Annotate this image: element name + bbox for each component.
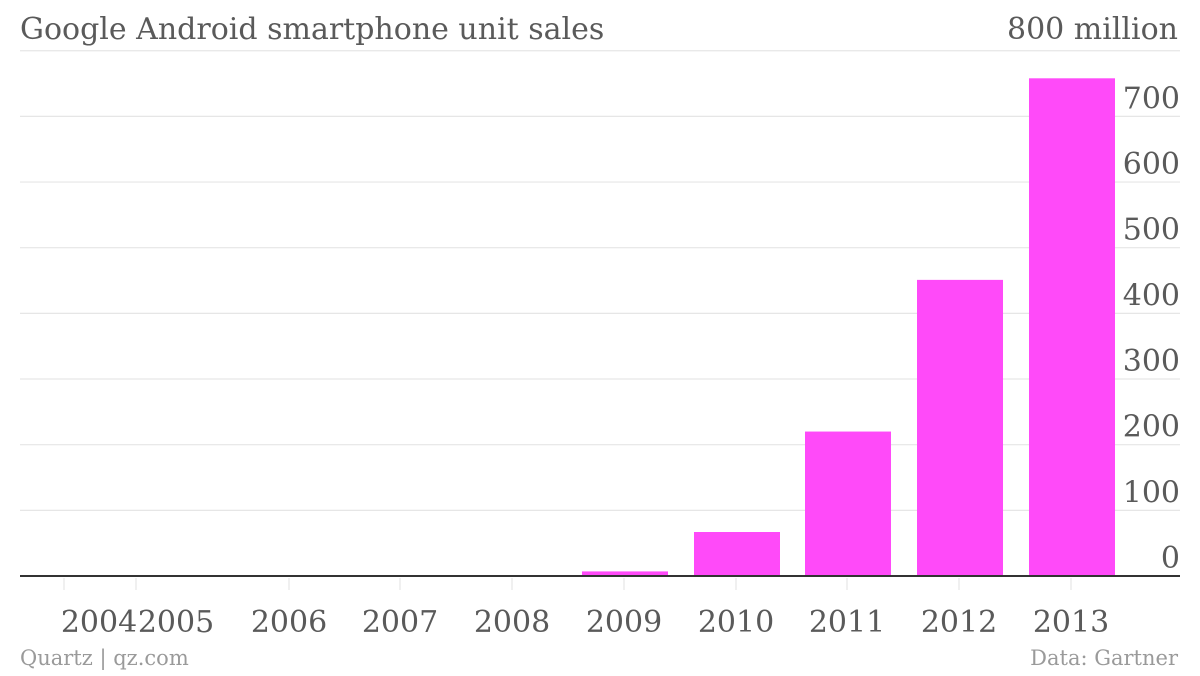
- y-tick-label: 0: [1161, 541, 1180, 576]
- y-tick-label: 200: [1123, 410, 1180, 445]
- x-tick-label: 2004: [61, 605, 137, 640]
- x-tick-label: 2009: [586, 605, 662, 640]
- footer-publisher: Quartz | qz.com: [20, 646, 189, 670]
- x-tick-label: 2013: [1033, 605, 1109, 640]
- footer-data-source: Data: Gartner: [1030, 646, 1178, 670]
- bar: [805, 431, 891, 576]
- bar: [917, 279, 1003, 576]
- bar: [1029, 78, 1115, 576]
- x-tick-label: 2005: [138, 605, 214, 640]
- y-tick-label: 500: [1123, 213, 1180, 248]
- bar: [582, 571, 668, 576]
- y-tick-label: 100: [1123, 475, 1180, 510]
- x-tick-label: 2012: [921, 605, 997, 640]
- y-axis-unit-label: 800 million: [1006, 12, 1178, 47]
- x-tick-label: 2011: [809, 605, 885, 640]
- y-tick-label: 300: [1123, 344, 1180, 379]
- x-tick-label: 2010: [698, 605, 774, 640]
- y-tick-label: 400: [1123, 278, 1180, 313]
- x-tick-label: 2008: [474, 605, 550, 640]
- y-tick-label: 600: [1123, 147, 1180, 182]
- bar: [694, 532, 780, 576]
- y-tick-label: 700: [1123, 81, 1180, 116]
- chart-title: Google Android smartphone unit sales: [20, 12, 605, 47]
- x-tick-label: 2007: [362, 605, 438, 640]
- x-tick-label: 2006: [251, 605, 327, 640]
